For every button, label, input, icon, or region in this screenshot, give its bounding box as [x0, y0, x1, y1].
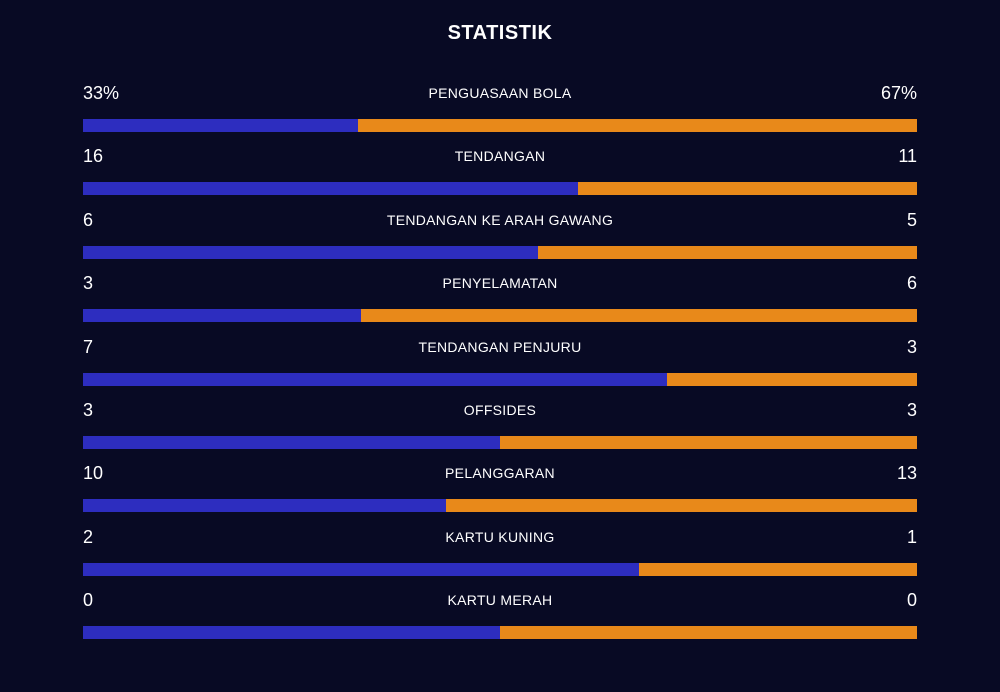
- home-value: 33%: [83, 83, 120, 103]
- stat-header: 3 OFFSIDES 3: [83, 398, 917, 426]
- home-value: 3: [83, 273, 94, 294]
- stat-row-yellow-cards: 2 KARTU KUNING 1: [83, 525, 917, 588]
- away-bar-segment: [577, 182, 917, 196]
- away-bar-segment: [500, 435, 917, 449]
- away-value: 6: [906, 273, 917, 294]
- stat-header: 16 TENDANGAN 11: [83, 144, 917, 172]
- home-bar-segment: [83, 626, 500, 640]
- away-bar-segment: [445, 499, 917, 513]
- away-bar-segment: [666, 372, 917, 386]
- stat-label: TENDANGAN KE ARAH GAWANG: [386, 211, 614, 228]
- stat-header: 6 TENDANGAN KE ARAH GAWANG 5: [83, 208, 917, 236]
- stat-row-corners: 7 TENDANGAN PENJURU 3: [83, 335, 917, 398]
- away-value: 3: [906, 336, 917, 357]
- stat-header: 2 KARTU KUNING 1: [83, 525, 917, 553]
- stat-header: 0 KARTU MERAH 0: [83, 588, 917, 616]
- stat-row-saves: 3 PENYELAMATAN 6: [83, 271, 917, 334]
- stat-header: 7 TENDANGAN PENJURU 3: [83, 335, 917, 363]
- home-value: 0: [83, 590, 94, 611]
- home-value: 6: [83, 209, 94, 230]
- stat-row-possession: 33% PENGUASAAN BOLA 67%: [83, 81, 917, 144]
- home-value: 2: [83, 526, 94, 547]
- home-bar-segment: [83, 435, 500, 449]
- comparison-bar: [83, 499, 917, 513]
- away-value: 11: [898, 146, 917, 167]
- home-value: 16: [83, 146, 104, 167]
- stat-label: KARTU MERAH: [447, 592, 553, 609]
- away-bar-segment: [537, 245, 917, 259]
- home-bar-segment: [83, 372, 667, 386]
- stats-list: 33% PENGUASAAN BOLA 67% 16 TENDANGAN 11 …: [83, 81, 917, 652]
- away-value: 67%: [880, 83, 917, 103]
- home-bar-segment: [83, 182, 578, 196]
- comparison-bar: [83, 119, 917, 132]
- away-value: 3: [906, 399, 917, 420]
- stat-label: PENYELAMATAN: [442, 275, 558, 292]
- comparison-bar: [83, 182, 917, 196]
- comparison-bar: [83, 245, 917, 259]
- comparison-bar: [83, 562, 917, 576]
- comparison-bar: [83, 372, 917, 386]
- stat-label: OFFSIDES: [463, 401, 537, 418]
- away-bar-segment: [639, 562, 917, 576]
- stat-row-red-cards: 0 KARTU MERAH 0: [83, 588, 917, 651]
- away-value: 13: [896, 463, 917, 484]
- stat-label: TENDANGAN: [454, 148, 546, 165]
- stat-label: KARTU KUNING: [445, 528, 555, 545]
- comparison-bar: [83, 626, 917, 640]
- stats-title: STATISTIK: [447, 22, 553, 44]
- stat-header: 10 PELANGGARAN 13: [83, 461, 917, 489]
- home-value: 3: [83, 399, 94, 420]
- stat-label: PENGUASAAN BOLA: [428, 85, 572, 101]
- stat-label: TENDANGAN PENJURU: [418, 338, 582, 355]
- home-bar-segment: [83, 562, 640, 576]
- stat-row-offsides: 3 OFFSIDES 3: [83, 398, 917, 461]
- home-value: 10: [83, 463, 104, 484]
- away-value: 1: [906, 526, 917, 547]
- comparison-bar: [83, 435, 917, 449]
- home-value: 7: [83, 336, 94, 357]
- away-bar-segment: [358, 119, 917, 132]
- stat-header: 33% PENGUASAAN BOLA 67%: [83, 81, 917, 109]
- comparison-bar: [83, 309, 917, 323]
- away-value: 0: [906, 590, 917, 611]
- stat-row-fouls: 10 PELANGGARAN 13: [83, 461, 917, 524]
- away-value: 5: [906, 209, 917, 230]
- stat-row-shots-on-target: 6 TENDANGAN KE ARAH GAWANG 5: [83, 208, 917, 271]
- stat-row-shots: 16 TENDANGAN 11: [83, 144, 917, 207]
- stat-header: 3 PENYELAMATAN 6: [83, 271, 917, 299]
- stat-label: PELANGGARAN: [445, 465, 555, 482]
- home-bar-segment: [83, 309, 361, 323]
- away-bar-segment: [500, 626, 917, 640]
- home-bar-segment: [83, 119, 359, 132]
- away-bar-segment: [360, 309, 917, 323]
- home-bar-segment: [83, 499, 446, 513]
- home-bar-segment: [83, 245, 538, 259]
